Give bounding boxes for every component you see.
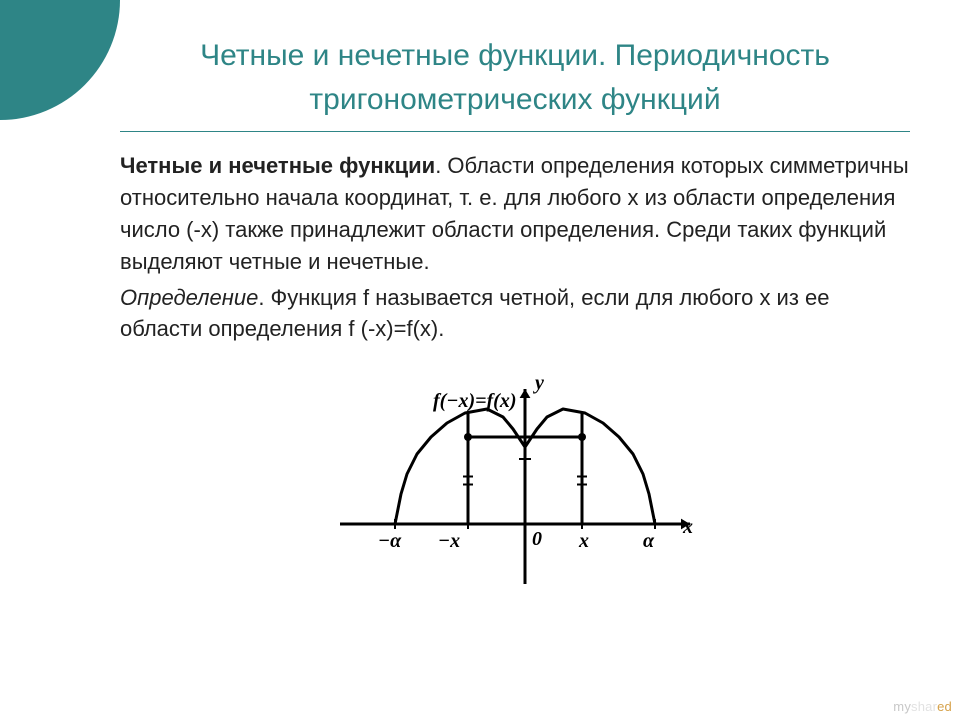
svg-text:−x: −x bbox=[438, 530, 460, 552]
svg-text:−α: −α bbox=[378, 530, 402, 552]
svg-text:x: x bbox=[682, 516, 693, 538]
p1-lead: Четные и нечетные функции bbox=[120, 153, 435, 178]
p2-lead: Определение bbox=[120, 285, 258, 310]
watermark-my: my bbox=[893, 699, 911, 714]
watermark-ed: ed bbox=[937, 699, 952, 714]
paragraph-1: Четные и нечетные функции. Области опред… bbox=[120, 150, 910, 278]
slide-content: Четные и нечетные функции. Периодичность… bbox=[0, 0, 960, 589]
svg-text:x: x bbox=[578, 530, 589, 552]
even-function-figure: y x 0 −α −x x α f(−x)=f(x) bbox=[325, 359, 705, 589]
paragraph-2: Определение. Функция f называется четной… bbox=[120, 282, 910, 346]
svg-text:y: y bbox=[533, 372, 544, 394]
slide-title: Четные и нечетные функции. Периодичность… bbox=[120, 34, 910, 121]
watermark: myshared bbox=[893, 699, 952, 714]
svg-text:0: 0 bbox=[532, 528, 542, 550]
watermark-shar: shar bbox=[911, 699, 937, 714]
body-text: Четные и нечетные функции. Области опред… bbox=[120, 150, 910, 345]
title-line-2: тригонометрических функций bbox=[309, 83, 720, 116]
svg-text:α: α bbox=[643, 530, 655, 552]
title-line-1: Четные и нечетные функции. Периодичность bbox=[200, 39, 830, 72]
figure-container: y x 0 −α −x x α f(−x)=f(x) bbox=[120, 359, 910, 589]
svg-text:f(−x)=f(x): f(−x)=f(x) bbox=[433, 390, 516, 412]
title-underline bbox=[120, 131, 910, 132]
